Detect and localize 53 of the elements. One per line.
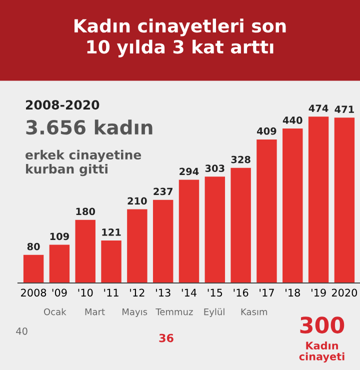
bar bbox=[282, 128, 303, 283]
bar bbox=[178, 180, 200, 283]
text: 300 bbox=[300, 316, 344, 334]
bar bbox=[308, 116, 329, 283]
data-label: 237 bbox=[154, 188, 172, 196]
data-label: 109 bbox=[50, 232, 69, 240]
data-label: 409 bbox=[257, 127, 276, 135]
text: Kadın cinayeti bbox=[299, 341, 344, 363]
x-tick-label: '09 bbox=[52, 288, 67, 297]
x-tick-label: '17 bbox=[260, 288, 274, 296]
x-tick-label: '14 bbox=[182, 288, 196, 296]
x-tick-label: 2008 bbox=[21, 288, 46, 297]
bar bbox=[256, 139, 277, 283]
x-tick-label: '18 bbox=[286, 288, 300, 297]
text: 40 bbox=[16, 327, 28, 335]
text: Temmuz bbox=[156, 308, 193, 316]
text: 2008-2020 bbox=[26, 100, 100, 110]
data-label: 440 bbox=[282, 116, 302, 124]
bar bbox=[75, 220, 96, 283]
data-label: 328 bbox=[231, 156, 250, 164]
bar bbox=[204, 176, 226, 283]
x-tick-label: '11 bbox=[104, 288, 118, 296]
data-label: 474 bbox=[308, 104, 328, 112]
data-label: 180 bbox=[76, 208, 96, 216]
x-tick-label: '10 bbox=[78, 288, 93, 297]
bar bbox=[101, 240, 122, 283]
x-tick-label: '12 bbox=[130, 288, 144, 296]
bar bbox=[152, 200, 174, 283]
annotation: erkek cinayetine kurban gitti bbox=[26, 150, 142, 176]
bar bbox=[127, 209, 148, 283]
text: 36 bbox=[159, 334, 174, 342]
annotation: 3.656 kadın bbox=[26, 120, 152, 135]
text: Ocak bbox=[44, 308, 66, 316]
x-tick-label: '16 bbox=[234, 288, 248, 297]
text: Kasım bbox=[241, 308, 268, 316]
data-label: 121 bbox=[102, 228, 121, 236]
data-label: 303 bbox=[205, 164, 224, 172]
x-tick-label: '19 bbox=[311, 288, 326, 297]
text: Eylül bbox=[204, 308, 224, 317]
text: Mart bbox=[85, 308, 105, 316]
text: Mayıs bbox=[122, 308, 148, 317]
bar bbox=[23, 254, 44, 283]
bar bbox=[334, 118, 355, 283]
data-label: 294 bbox=[180, 168, 199, 176]
bar bbox=[49, 244, 70, 283]
data-label: 80 bbox=[27, 242, 40, 250]
data-label: 210 bbox=[128, 197, 147, 205]
x-tick-label: '15 bbox=[208, 288, 222, 297]
x-tick-label: 2020 bbox=[332, 288, 358, 297]
bar bbox=[230, 168, 251, 283]
data-label: 471 bbox=[334, 106, 354, 113]
chart-title: Kadın cinayetleri son 10 yılda 3 kat arttı bbox=[74, 18, 286, 58]
x-tick-label: '13 bbox=[156, 288, 170, 297]
